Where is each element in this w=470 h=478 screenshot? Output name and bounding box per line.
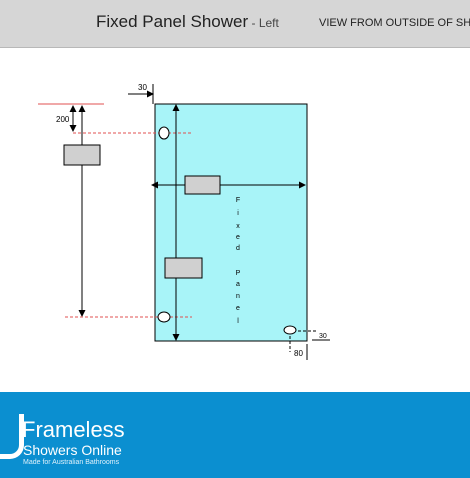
panel-label: F i x e d P a n e l	[236, 197, 241, 325]
header-bar: Fixed Panel Shower - Left VIEW FROM OUTS…	[0, 0, 470, 48]
corner-height-label: 30	[319, 333, 327, 340]
top-offset-label: 30	[138, 83, 147, 92]
panel-letter: i	[237, 210, 239, 217]
footer-banner: Frameless Showers Online Made for Austra…	[0, 392, 470, 478]
bottom-hole	[157, 311, 171, 323]
brand-subtitle: Showers Online	[23, 442, 122, 458]
panel-letter: F	[236, 197, 240, 204]
hinge-block-left	[63, 144, 101, 166]
gap-label: 200	[56, 115, 70, 124]
top-hole	[158, 126, 170, 140]
panel-letter: a	[236, 281, 240, 288]
view-label: VIEW FROM OUTSIDE OF SH	[319, 17, 470, 29]
brand-tagline: Made for Australian Bathrooms	[23, 459, 120, 466]
panel-letter: d	[236, 245, 240, 252]
clamp-block-lower	[164, 257, 203, 279]
brand-logo-icon	[0, 414, 24, 459]
brand-name: Frameless	[22, 417, 125, 442]
shower-diagram: 30 200 F i x e d P a n e l 30 80	[38, 83, 330, 360]
corner-side-label: 80	[294, 349, 303, 358]
panel-letter: e	[236, 305, 240, 312]
panel-letter: P	[236, 270, 241, 277]
title-text: Fixed Panel Shower	[96, 12, 249, 31]
clamp-block-upper	[184, 175, 221, 195]
corner-hole	[283, 325, 297, 335]
panel-letter: x	[236, 223, 240, 230]
glass-panel	[154, 103, 308, 342]
panel-letter: e	[236, 234, 240, 241]
side-label: Left	[258, 16, 279, 30]
panel-letter: n	[236, 293, 240, 300]
panel-letter: l	[237, 318, 239, 325]
page-title: Fixed Panel Shower - Left	[96, 12, 279, 32]
title-separator: -	[248, 16, 259, 30]
